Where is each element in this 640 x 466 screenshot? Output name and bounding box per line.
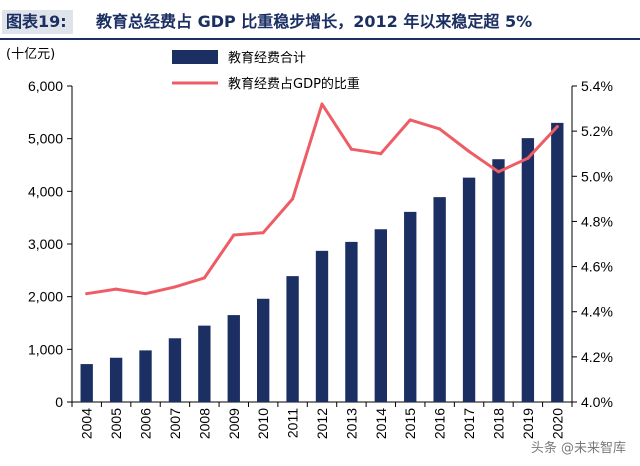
y-left-tick-label: 3,000: [28, 236, 63, 252]
line-point: [144, 292, 148, 296]
combo-chart: 0 1,000 2,000 3,000 4,000 5,000 6,000 4.0% 4.2%…: [6, 47, 613, 439]
line-point: [438, 127, 442, 131]
y-right-tick-label: 4.0%: [581, 394, 613, 410]
bar: [227, 315, 240, 402]
y-right-tick-label: 4.2%: [581, 349, 613, 365]
y-right-tick-label: 4.4%: [581, 304, 613, 320]
x-tick-label: 2017: [461, 408, 477, 439]
line-point: [320, 102, 324, 106]
x-tick-label: 2012: [314, 408, 330, 439]
bar: [492, 159, 505, 402]
line-point: [291, 197, 295, 201]
line-point: [408, 118, 412, 122]
line-series: [85, 102, 559, 296]
line-point: [114, 287, 118, 291]
bar: [433, 197, 446, 402]
y-right-tick-label: 5.4%: [581, 78, 613, 94]
x-tick-label: 2006: [138, 408, 154, 439]
y-left-tick-label: 1,000: [28, 341, 63, 357]
y-right-ticks: 4.0% 4.2% 4.4% 4.6% 4.8% 5.0% 5.2% 5.4%: [572, 78, 613, 410]
x-tick-label: 2016: [432, 408, 448, 439]
x-tick-label: 2014: [373, 408, 389, 439]
y-left-unit-label: (十亿元): [6, 47, 55, 62]
line-point: [379, 152, 383, 156]
line-point: [232, 233, 236, 237]
x-tick-label: 2011: [285, 408, 301, 438]
legend-bar-label: 教育经费合计: [228, 50, 306, 66]
chart-title: 教育总经费占 GDP 比重稳步增长，2012 年以来稳定超 5%: [96, 12, 533, 31]
x-tick-label: 2007: [167, 408, 183, 439]
line-point: [261, 231, 265, 235]
x-ticks: 2004 2005 2006 2007 2008 2009 2010 2011 2012 2013…: [71, 402, 573, 439]
x-tick-label: 2004: [79, 408, 95, 439]
bar-series: [80, 122, 564, 402]
y-left-tick-label: 4,000: [28, 183, 63, 199]
y-left-tick-label: 0: [55, 394, 63, 410]
bar: [404, 211, 417, 402]
x-tick-label: 2009: [226, 408, 242, 439]
line-point: [555, 125, 559, 129]
line-point: [202, 276, 206, 280]
bar: [551, 122, 564, 402]
x-tick-label: 2015: [402, 408, 418, 439]
bar: [462, 177, 476, 402]
x-tick-label: 2019: [520, 408, 536, 439]
bar: [374, 229, 387, 402]
x-tick-label: 2013: [343, 408, 359, 439]
bar: [521, 138, 535, 402]
bar: [286, 276, 299, 402]
bar: [80, 364, 93, 402]
x-tick-label: 2010: [255, 408, 271, 439]
bar: [345, 241, 358, 402]
title-divider: [0, 38, 640, 40]
bar: [168, 338, 182, 402]
bar: [315, 250, 329, 402]
title-bar: 图表19: 教育总经费占 GDP 比重稳步增长，2012 年以来稳定超 5%: [0, 0, 640, 40]
line-point: [173, 285, 177, 289]
line-point: [467, 149, 471, 153]
y-right-tick-label: 4.8%: [581, 213, 613, 229]
bar: [198, 325, 211, 402]
y-left-tick-label: 2,000: [28, 289, 63, 305]
y-left-tick-label: 5,000: [28, 131, 63, 147]
y-left-tick-label: 6,000: [28, 78, 63, 94]
bar: [139, 350, 152, 402]
x-tick-label: 2005: [108, 408, 124, 439]
legend: 教育经费合计 教育经费占GDP的比重: [172, 50, 360, 92]
legend-line-label: 教育经费占GDP的比重: [228, 76, 360, 92]
y-right-tick-label: 5.0%: [581, 168, 613, 184]
legend-bar-swatch: [172, 50, 218, 64]
x-tick-label: 2020: [549, 408, 565, 439]
bar: [257, 298, 270, 402]
line-point: [526, 156, 530, 160]
y-left-ticks: 0 1,000 2,000 3,000 4,000 5,000 6,000: [28, 78, 72, 410]
line-point: [85, 292, 89, 296]
watermark: 头条 @未来智库: [530, 441, 626, 456]
x-tick-label: 2008: [196, 408, 212, 439]
line-point: [496, 170, 500, 174]
y-right-tick-label: 5.2%: [581, 123, 613, 139]
line-point: [349, 147, 353, 151]
x-tick-label: 2018: [490, 408, 506, 439]
y-right-tick-label: 4.6%: [581, 259, 613, 275]
bar: [109, 357, 123, 402]
figure-number: 图表19:: [2, 10, 73, 34]
